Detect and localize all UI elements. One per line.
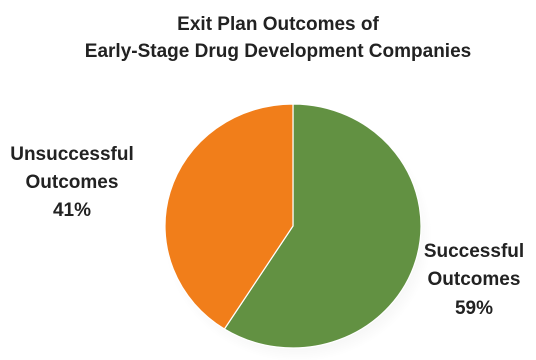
slice-label-successful-line-1: Successful [424, 241, 524, 262]
pie-slice-successful [223, 103, 422, 349]
chart-title-line-2: Early-Stage Drug Development Companies [85, 41, 471, 62]
slice-value-successful: 59% [455, 298, 493, 319]
slice-label-unsuccessful: Unsuccessful Outcomes 41% [10, 144, 134, 221]
slice-label-successful: Successful Outcomes 59% [424, 241, 524, 319]
slice-label-unsuccessful-line-1: Unsuccessful [10, 144, 134, 165]
slice-label-unsuccessful-line-2: Outcomes [26, 172, 119, 193]
pie-slice-unsuccessful [164, 103, 294, 330]
slice-value-unsuccessful: 41% [53, 200, 91, 221]
chart-title-line-1: Exit Plan Outcomes of [177, 14, 379, 35]
pie-slices [164, 103, 422, 349]
slice-label-successful-line-2: Outcomes [428, 269, 521, 290]
